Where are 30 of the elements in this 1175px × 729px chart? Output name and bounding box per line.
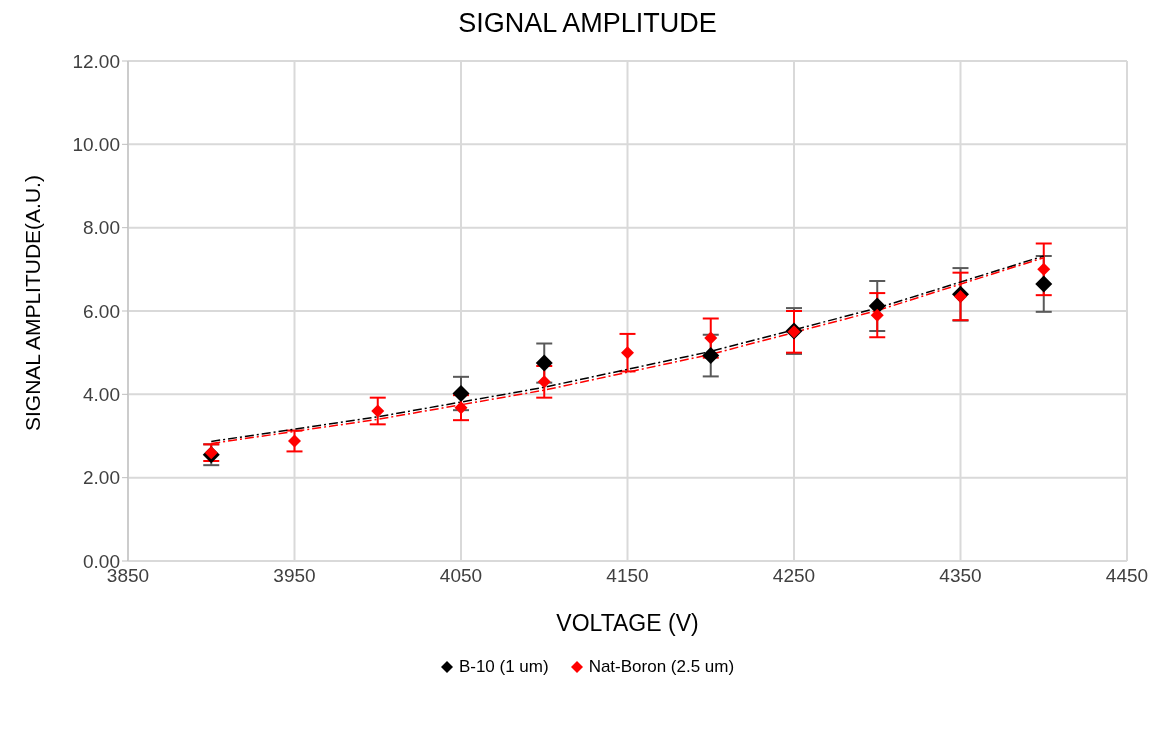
y-tick-label: 6.00 (83, 300, 120, 322)
x-axis-title: VOLTAGE (V) (556, 610, 699, 636)
point (621, 346, 634, 360)
y-axis-title: SIGNAL AMPLITUDE(A.U.) (21, 175, 45, 431)
legend-label: Nat-Boron (2.5 um) (587, 657, 735, 677)
point (954, 289, 967, 303)
y-tick-label: 2.00 (83, 467, 120, 489)
point (870, 308, 884, 322)
x-tick-label: 4350 (939, 565, 982, 587)
point (704, 331, 718, 345)
point (535, 354, 553, 372)
y-tick-label: 10.00 (72, 134, 120, 156)
x-tick-label: 4150 (606, 565, 649, 587)
point (371, 404, 385, 418)
point (1037, 262, 1051, 276)
x-tick-label: 3950 (273, 565, 316, 587)
x-tick-label: 4250 (772, 565, 816, 587)
point (537, 375, 551, 389)
chart-title: SIGNAL AMPLITUDE (457, 8, 718, 39)
point (702, 347, 720, 365)
x-tick-label: 4050 (439, 565, 483, 587)
point (452, 385, 470, 402)
y-tick-label: 4.00 (83, 384, 120, 406)
x-tick-label: 4450 (1105, 565, 1149, 587)
y-tick-label: 12.00 (72, 50, 120, 72)
point (454, 401, 468, 415)
point (288, 434, 301, 448)
legend-label: B-10 (1 um) (457, 657, 549, 677)
point (1035, 275, 1053, 293)
y-tick-label: 8.00 (83, 217, 120, 239)
